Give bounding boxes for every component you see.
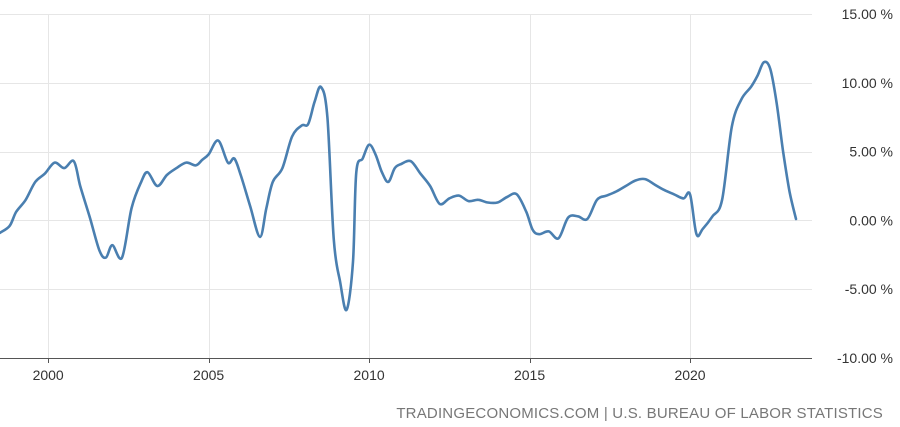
source-attribution: TRADINGECONOMICS.COM | U.S. BUREAU OF LA… <box>396 405 883 422</box>
y-tick-label: 0.00 % <box>849 212 893 228</box>
x-tick-label: 2000 <box>33 367 64 383</box>
tick-labels: 15.00 % 10.00 % 5.00 % 0.00 % -5.00 % -10.00 … <box>33 6 893 383</box>
y-tick-label: -10.00 % <box>837 350 893 366</box>
grid-lines <box>0 14 812 358</box>
y-tick-label: 15.00 % <box>842 6 893 22</box>
y-tick-label: 10.00 % <box>842 75 893 91</box>
x-tick-label: 2005 <box>193 367 224 383</box>
series-line <box>0 60 798 312</box>
y-tick-label: -5.00 % <box>845 281 893 297</box>
x-tick-label: 2015 <box>514 367 545 383</box>
series-layer <box>0 60 798 312</box>
y-tick-label: 5.00 % <box>849 144 893 160</box>
x-tick-label: 2020 <box>674 367 705 383</box>
axes <box>0 358 812 363</box>
x-tick-label: 2010 <box>354 367 385 383</box>
